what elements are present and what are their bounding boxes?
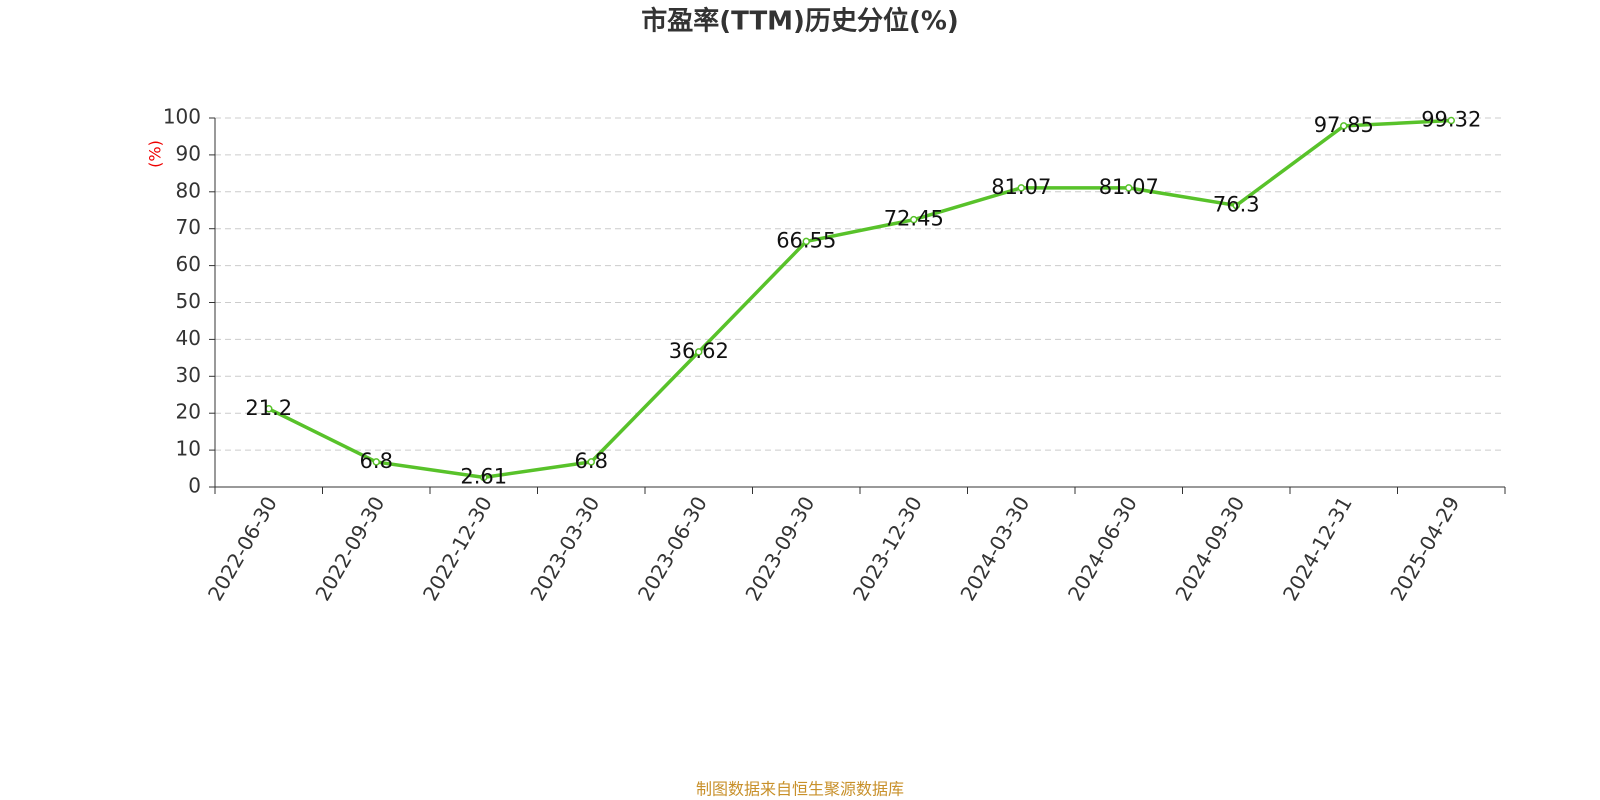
y-tick-label: 40 xyxy=(176,326,201,350)
data-label: 97.85 xyxy=(1314,113,1374,137)
y-tick-label: 90 xyxy=(176,141,201,165)
data-label: 36.62 xyxy=(669,339,729,363)
data-label: 66.55 xyxy=(776,228,836,252)
point xyxy=(372,458,380,466)
x-tick-label: 2023-03-30 xyxy=(525,492,604,605)
y-tick-label: 10 xyxy=(176,437,201,461)
y-tick-label: 20 xyxy=(176,400,201,424)
x-tick-label: 2023-09-30 xyxy=(740,492,819,605)
x-tick-label: 2022-12-30 xyxy=(418,492,497,605)
data-label: 81.07 xyxy=(1099,175,1159,199)
x-tick-label: 2024-03-30 xyxy=(955,492,1034,605)
x-tick-label: 2022-06-30 xyxy=(203,492,282,605)
x-tick-label: 2024-06-30 xyxy=(1063,492,1142,605)
x-tick-label: 2024-12-31 xyxy=(1278,492,1357,605)
point xyxy=(1447,116,1455,125)
point xyxy=(587,458,595,466)
x-tick-label: 2022-09-30 xyxy=(310,492,389,605)
point xyxy=(265,405,273,413)
data-label: 81.07 xyxy=(991,175,1051,199)
source-note: 制图数据来自恒生聚源数据库 xyxy=(696,780,904,799)
y-axis-label: (%) xyxy=(146,140,165,168)
y-tick-label: 80 xyxy=(176,178,201,202)
x-tick-label: 2023-06-30 xyxy=(633,492,712,605)
x-tick-label: 2024-09-30 xyxy=(1170,492,1249,605)
data-label: 6.8 xyxy=(360,449,393,473)
data-label: 72.45 xyxy=(884,207,944,231)
chart-title: 市盈率(TTM)历史分位(%) xyxy=(641,6,959,37)
point xyxy=(1125,184,1133,192)
data-label: 99.32 xyxy=(1421,108,1481,132)
line xyxy=(267,118,1452,480)
point xyxy=(1017,184,1025,192)
y-tick-label: 0 xyxy=(188,474,201,498)
x-tick-label: 2025-04-29 xyxy=(1385,492,1464,605)
data-label: 21.2 xyxy=(245,396,292,420)
point xyxy=(802,237,810,246)
x-tick-label: 2023-12-30 xyxy=(848,492,927,605)
data-label: 76.3 xyxy=(1213,192,1260,216)
y-tick-label: 70 xyxy=(176,215,201,239)
point xyxy=(1232,201,1240,210)
data-label: 2.61 xyxy=(460,464,507,488)
point xyxy=(695,348,703,356)
y-tick-label: 30 xyxy=(176,363,201,387)
point xyxy=(480,473,488,482)
y-tick-label: 60 xyxy=(176,252,201,276)
data-label: 6.8 xyxy=(575,449,608,473)
point xyxy=(1340,122,1348,130)
y-tick-label: 100 xyxy=(163,105,201,129)
point xyxy=(910,215,918,224)
y-tick-label: 50 xyxy=(176,289,201,313)
